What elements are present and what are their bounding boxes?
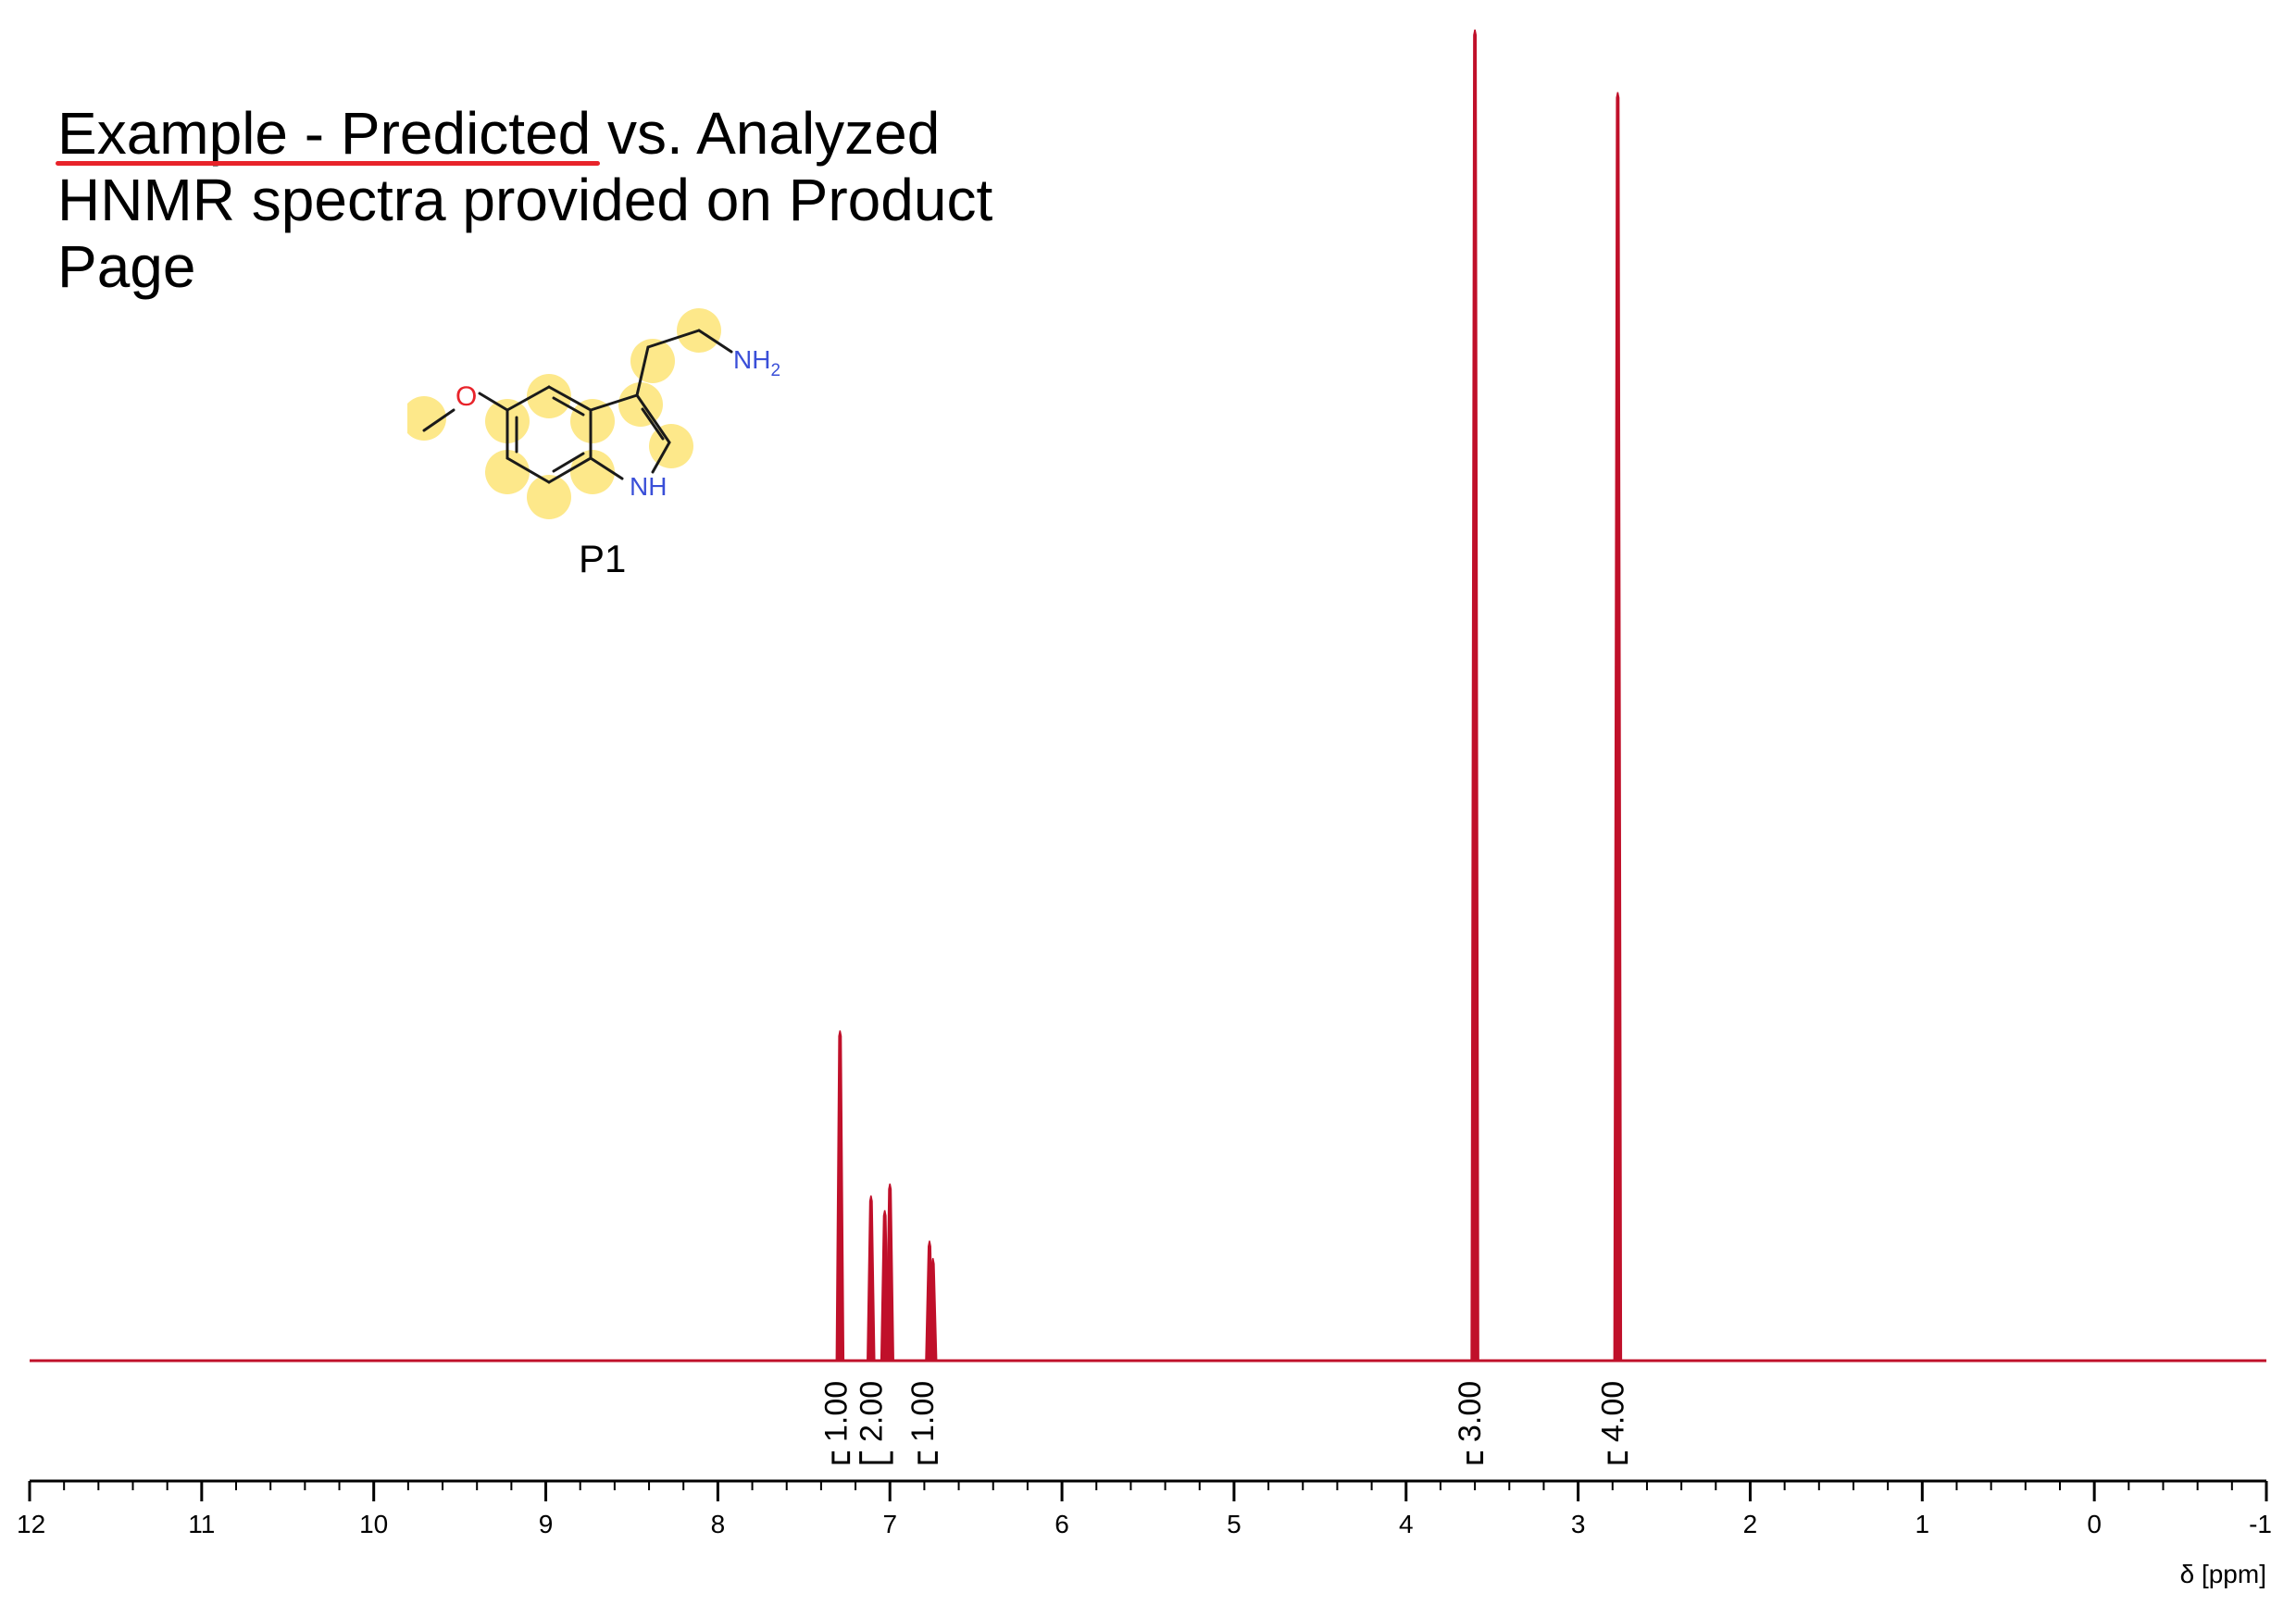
integral-value: 3.00 <box>1453 1381 1488 1442</box>
x-tick-label: 0 <box>2087 1510 2102 1538</box>
bonds <box>422 329 733 484</box>
title-line-2: HNMR spectra provided on Product <box>57 167 993 233</box>
title-line-1: Example - Predicted vs. Analyzed <box>57 100 941 167</box>
x-tick-label: 12 <box>17 1510 45 1538</box>
integral-bracket <box>831 1451 851 1464</box>
integral-group: 3.00 <box>1453 1381 1488 1464</box>
integral-value: 2.00 <box>854 1381 889 1442</box>
atom-amine: NH2 <box>733 345 780 380</box>
integral-group: 2.00 <box>854 1381 893 1464</box>
x-tick-label: 1 <box>1915 1510 1930 1538</box>
integral-bracket <box>1466 1451 1484 1464</box>
atom-amine-text: NH <box>733 345 770 374</box>
x-tick-label: 8 <box>711 1510 726 1538</box>
compound-label: P1 <box>579 537 627 580</box>
atom-indole-nh: NH <box>630 472 667 501</box>
x-tick-label: 4 <box>1399 1510 1414 1538</box>
x-axis-label: δ [ppm] <box>2180 1560 2266 1588</box>
highlight-methyl <box>407 396 446 441</box>
integral-group: 4.00 <box>1595 1381 1630 1464</box>
spectrum-peak <box>867 1195 876 1362</box>
x-tick-label: 3 <box>1571 1510 1586 1538</box>
title-underline <box>56 161 600 166</box>
integral-bracket <box>917 1451 938 1464</box>
atom-amine-subscript: 2 <box>770 361 780 380</box>
title-line-3: Page <box>57 233 196 300</box>
molecule-structure: O NH2 NH <box>407 308 780 519</box>
spectrum-peaks <box>835 29 1623 1362</box>
spectrum-peak <box>885 1183 894 1362</box>
integral-group: 1.00 <box>905 1381 941 1464</box>
spectrum-peak <box>1613 92 1623 1362</box>
spectrum-peak <box>835 1030 845 1362</box>
x-tick-label: 9 <box>539 1510 554 1538</box>
page-title: Example - Predicted vs. Analyzed HNMR sp… <box>57 100 1168 300</box>
integral-bracket <box>1607 1451 1628 1464</box>
x-tick-label: 7 <box>882 1510 897 1538</box>
x-tick-label: 10 <box>359 1510 388 1538</box>
integral-value: 1.00 <box>905 1381 941 1442</box>
integral-value: 1.00 <box>818 1381 854 1442</box>
highlight-c5 <box>485 450 530 494</box>
x-tick-label: 6 <box>1054 1510 1069 1538</box>
highlight-c4 <box>527 374 571 418</box>
integral-bracket <box>859 1451 893 1464</box>
x-tick-label: -1 <box>2249 1510 2272 1538</box>
integral-labels: 1.00 2.00 1.00 3.00 4.00 <box>818 1381 1630 1464</box>
integral-group: 1.00 <box>818 1381 854 1464</box>
integral-value: 4.00 <box>1595 1381 1630 1442</box>
atom-oxygen: O <box>455 381 477 412</box>
x-axis-ticks: 12 11 10 9 8 7 6 5 4 3 2 1 0 -1 <box>17 1481 2272 1538</box>
x-tick-label: 5 <box>1227 1510 1242 1538</box>
highlight-c3a <box>570 399 615 443</box>
highlight-c7a <box>570 450 615 494</box>
spectrum-peak <box>1470 29 1479 1362</box>
x-tick-label: 11 <box>188 1510 215 1538</box>
x-tick-label: 2 <box>1743 1510 1758 1538</box>
highlight-c7 <box>527 475 571 519</box>
